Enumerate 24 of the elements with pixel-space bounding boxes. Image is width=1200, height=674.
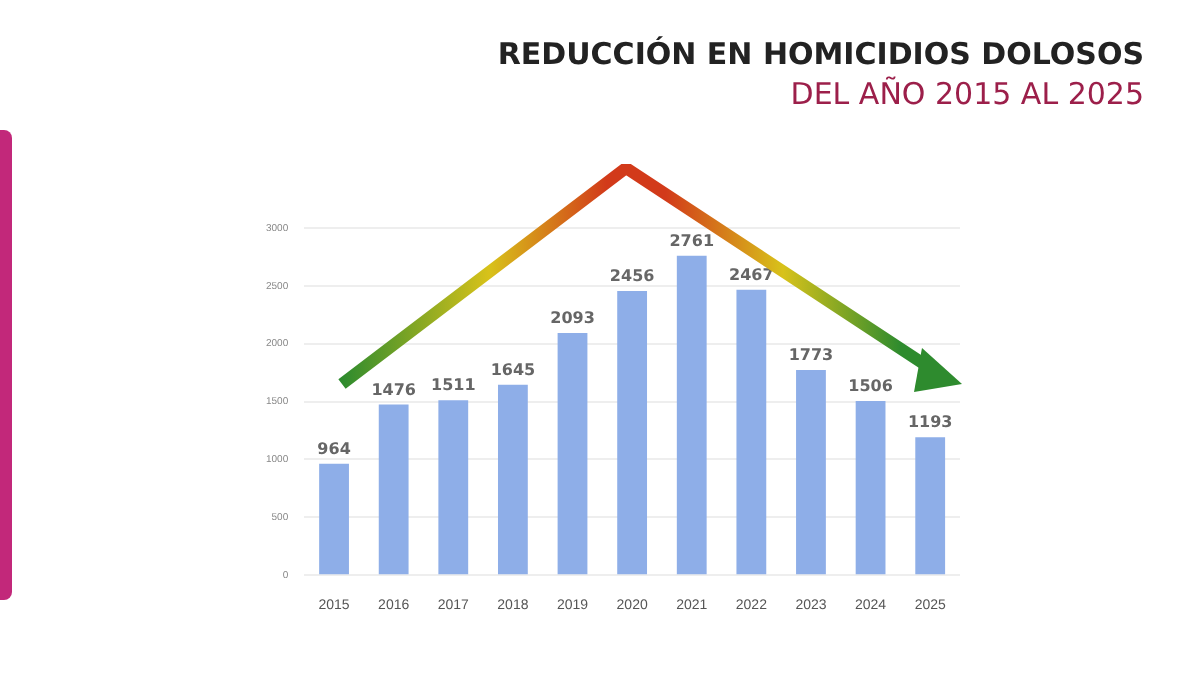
chart-subtitle: DEL AÑO 2015 AL 2025 bbox=[790, 76, 1144, 112]
data-label: 1193 bbox=[907, 413, 953, 432]
data-label: 2093 bbox=[550, 309, 595, 328]
data-label: 1645 bbox=[490, 360, 537, 379]
bar bbox=[796, 370, 826, 575]
data-label: 1773 bbox=[788, 346, 834, 365]
bar bbox=[557, 332, 588, 575]
chart-title: REDUCCIÓN EN HOMICIDIOS DOLOSOS bbox=[497, 36, 1144, 72]
bar bbox=[319, 463, 349, 575]
data-label: 1511 bbox=[431, 376, 477, 395]
bar bbox=[676, 255, 707, 575]
bar bbox=[378, 404, 409, 575]
data-label: 2456 bbox=[609, 267, 656, 286]
bar bbox=[736, 289, 767, 575]
bar bbox=[497, 384, 528, 575]
bar bbox=[617, 290, 648, 575]
data-label: 964 bbox=[317, 439, 352, 458]
data-label: 1506 bbox=[848, 377, 894, 396]
bar bbox=[855, 400, 886, 575]
data-label: 2467 bbox=[729, 265, 774, 284]
data-label: 2761 bbox=[669, 231, 715, 250]
bar bbox=[438, 400, 469, 575]
bar bbox=[915, 437, 946, 575]
data-label: 1476 bbox=[371, 380, 417, 399]
